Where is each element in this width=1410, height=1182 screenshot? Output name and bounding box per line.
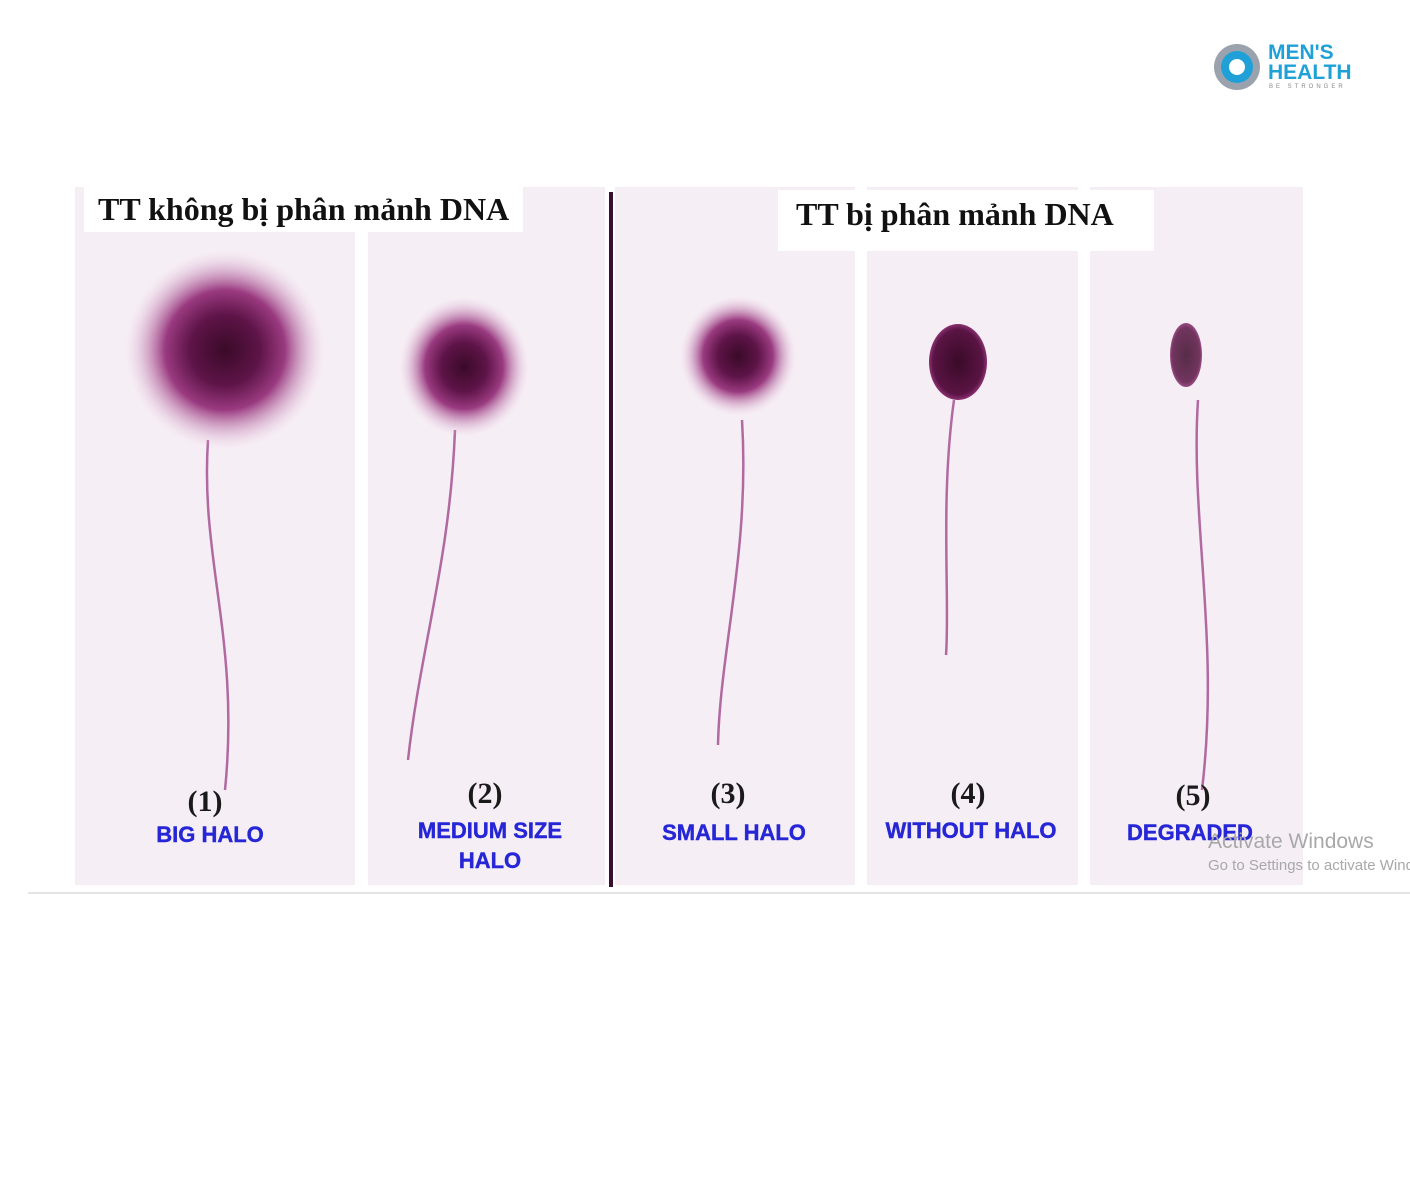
logo-line1: MEN'S <box>1268 41 1334 64</box>
logo-icon <box>1214 44 1260 90</box>
logo-line2: HEALTH <box>1268 61 1352 84</box>
tails <box>205 399 1210 791</box>
sperm-head <box>929 324 987 400</box>
sperm-head <box>125 250 325 450</box>
panel-label: WITHOUT HALO <box>885 818 1057 843</box>
panel-number: (5) <box>1175 779 1211 812</box>
panel-label: BIG HALO <box>156 822 264 847</box>
sperm-head <box>680 296 796 416</box>
sperm-head <box>399 297 529 437</box>
panel-label: DEGRADED <box>1127 820 1253 845</box>
panel-label: MEDIUM SIZE HALO <box>417 818 563 873</box>
group-title: TT không bị phân mảnh DNA <box>84 187 524 232</box>
watermark-title: Activate Windows <box>1208 830 1374 853</box>
watermark: Activate Windows Go to Settings to activ… <box>1208 830 1410 874</box>
sperm-head <box>1170 323 1202 387</box>
watermark-subtitle: Go to Settings to activate Windows <box>1208 857 1410 874</box>
logo: MEN'S HEALTH BE STRONGER <box>1212 42 1362 94</box>
panel-label: SMALL HALO <box>662 820 806 845</box>
panel-number: (1) <box>187 785 223 818</box>
logo-tagline: BE STRONGER <box>1269 84 1346 90</box>
group-title: TT bị phân mảnh DNA <box>778 190 1154 251</box>
panel-number: (4) <box>950 777 986 810</box>
panel-number: (2) <box>467 777 503 810</box>
panel-number: (3) <box>710 777 746 810</box>
